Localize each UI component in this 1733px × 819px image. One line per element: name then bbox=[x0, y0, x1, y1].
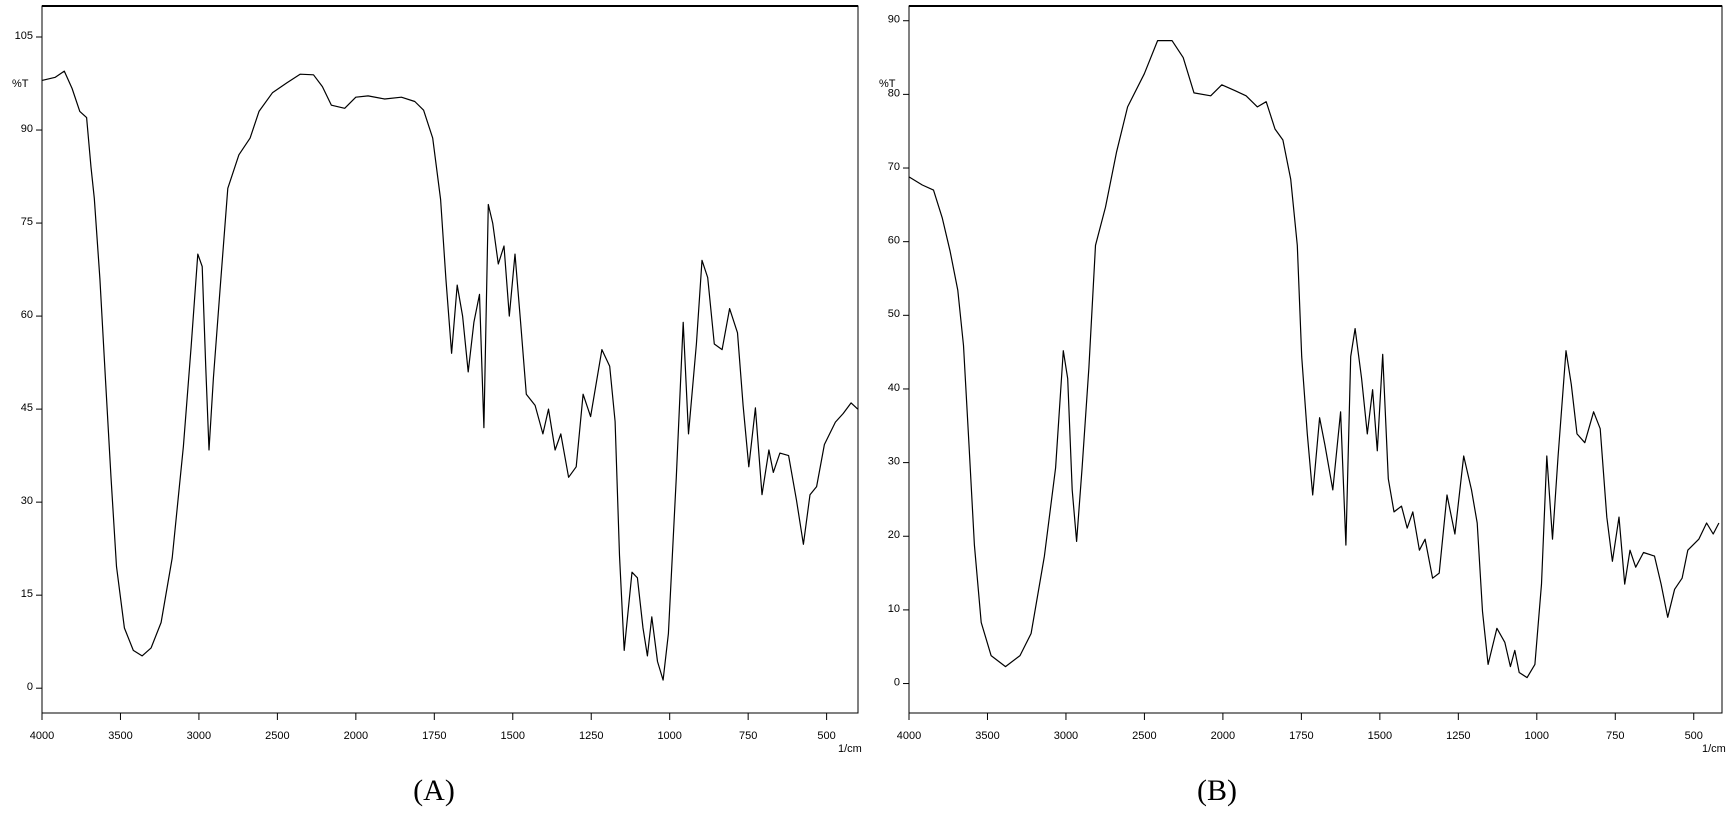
x-tick-label: 1250 bbox=[579, 730, 603, 742]
y-tick-label: 70 bbox=[888, 161, 900, 173]
x-tick-label: 3000 bbox=[1054, 730, 1078, 742]
spectrum-line bbox=[908, 40, 1720, 679]
x-tick-label: 1250 bbox=[1446, 730, 1470, 742]
x-axis-label: 1/cm bbox=[1702, 743, 1726, 755]
x-tick-label: 1500 bbox=[1368, 730, 1392, 742]
x-tick-label: 2000 bbox=[1211, 730, 1235, 742]
y-tick-label: 45 bbox=[21, 402, 33, 414]
x-tick-label: 2500 bbox=[1132, 730, 1156, 742]
caption: (B) bbox=[1197, 774, 1237, 807]
caption: (A) bbox=[413, 774, 455, 807]
x-tick-label: 1000 bbox=[657, 730, 681, 742]
x-tick-label: 500 bbox=[1685, 730, 1703, 742]
x-tick-label: 2500 bbox=[265, 730, 289, 742]
x-tick-label: 1750 bbox=[422, 730, 446, 742]
y-tick-label: 60 bbox=[21, 309, 33, 321]
y-tick-label: 15 bbox=[21, 588, 33, 600]
y-tick-label: 90 bbox=[888, 14, 900, 26]
x-tick-label: 1000 bbox=[1525, 730, 1549, 742]
x-tick-label: 750 bbox=[739, 730, 757, 742]
y-tick-label: 40 bbox=[888, 382, 900, 394]
y-tick-label: 80 bbox=[888, 87, 900, 99]
y-tick-label: 50 bbox=[888, 308, 900, 320]
y-tick-label: 60 bbox=[888, 235, 900, 247]
plot-frame bbox=[41, 5, 859, 714]
y-axis-label: %T bbox=[879, 78, 896, 90]
y-tick-label: 75 bbox=[21, 216, 33, 228]
y-tick-label: 20 bbox=[888, 529, 900, 541]
y-tick-label: 30 bbox=[21, 495, 33, 507]
y-tick-label: 0 bbox=[894, 676, 900, 688]
y-tick-label: 90 bbox=[21, 123, 33, 135]
x-tick-label: 3500 bbox=[108, 730, 132, 742]
y-tick-label: 0 bbox=[27, 681, 33, 693]
y-tick-label: 105 bbox=[15, 30, 33, 42]
spectrum-line bbox=[41, 70, 859, 681]
x-tick-label: 3000 bbox=[187, 730, 211, 742]
x-tick-label: 1500 bbox=[501, 730, 525, 742]
x-tick-label: 500 bbox=[817, 730, 835, 742]
x-tick-label: 1750 bbox=[1289, 730, 1313, 742]
y-tick-label: 10 bbox=[888, 603, 900, 615]
x-tick-label: 3500 bbox=[975, 730, 999, 742]
x-axis-label: 1/cm bbox=[838, 743, 862, 755]
y-tick-label: 30 bbox=[888, 456, 900, 468]
plot-frame bbox=[908, 5, 1723, 714]
x-tick-label: 2000 bbox=[344, 730, 368, 742]
x-tick-label: 4000 bbox=[30, 730, 54, 742]
x-tick-label: 4000 bbox=[897, 730, 921, 742]
y-axis-label: %T bbox=[12, 78, 29, 90]
x-tick-label: 750 bbox=[1606, 730, 1624, 742]
